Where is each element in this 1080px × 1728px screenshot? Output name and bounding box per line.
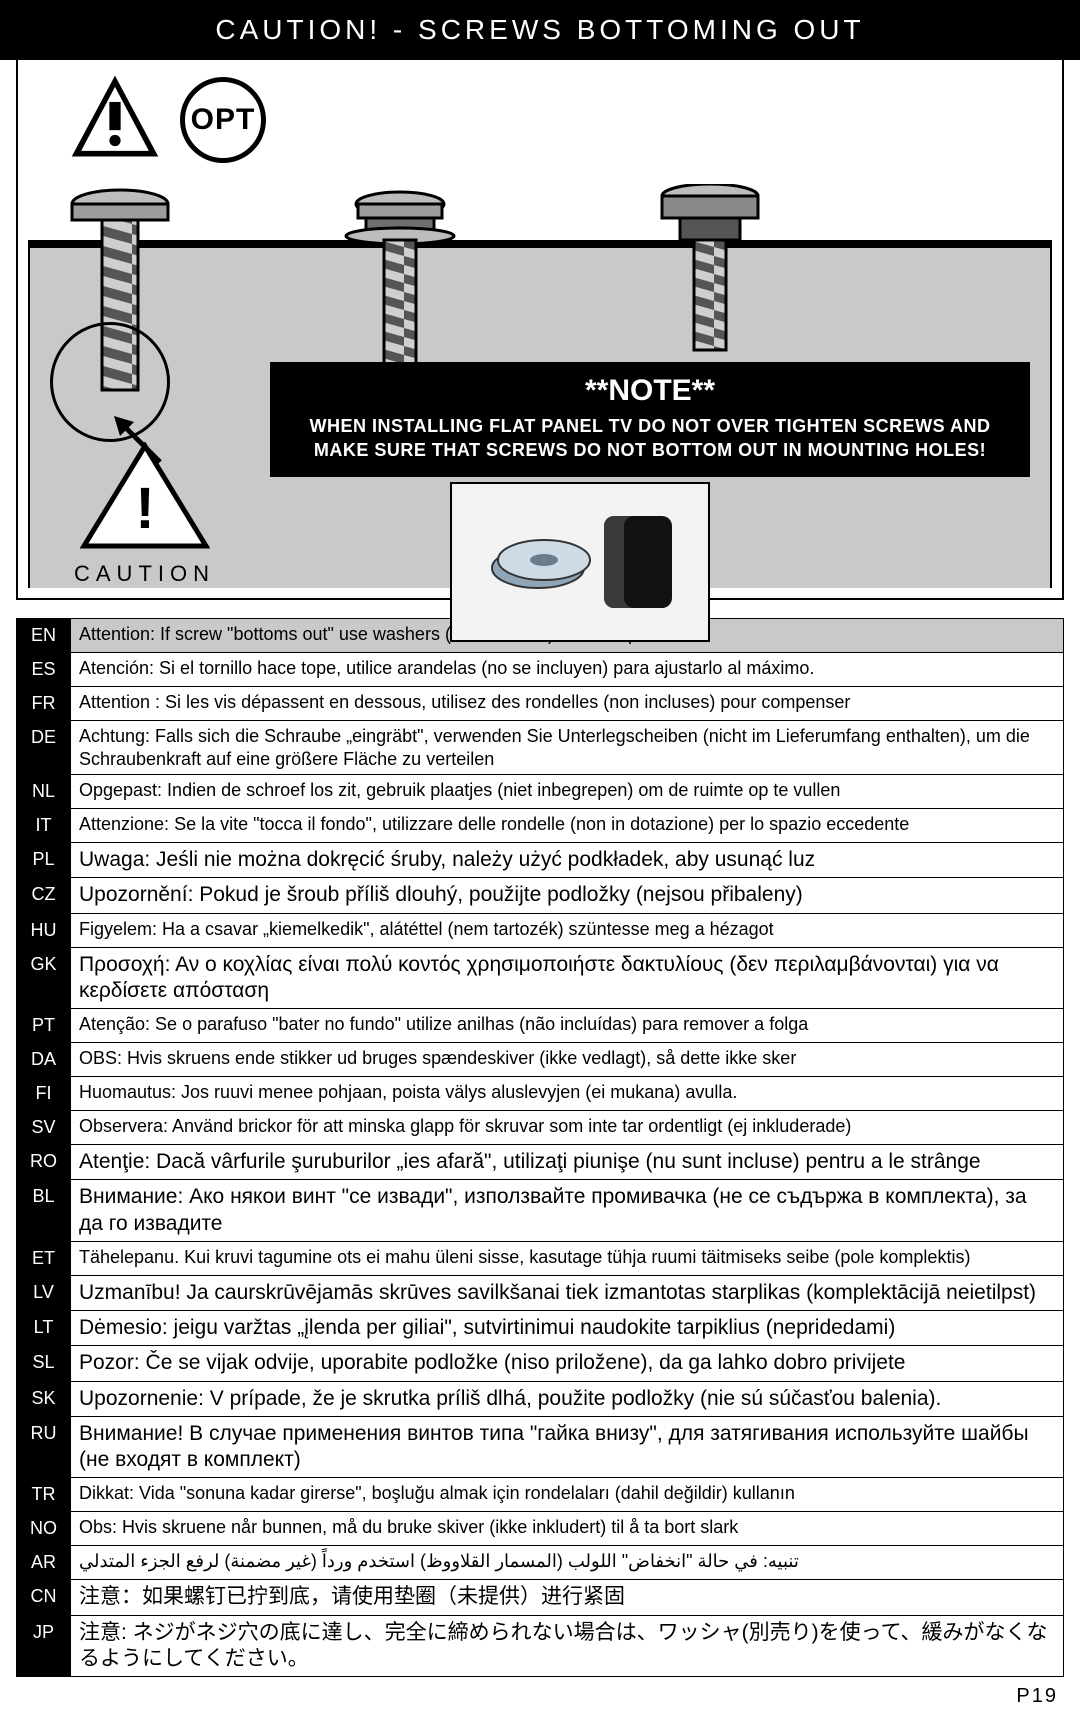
lang-code: LT bbox=[17, 1311, 71, 1346]
lang-text: Upozornenie: V prípade, že je skrutka pr… bbox=[71, 1381, 1064, 1416]
lang-code: ET bbox=[17, 1241, 71, 1275]
lang-text: Attention : Si les vis dépassent en dess… bbox=[71, 687, 1064, 721]
title-bar: CAUTION! - SCREWS BOTTOMING OUT bbox=[0, 0, 1080, 60]
table-row: NOObs: Hvis skruene når bunnen, må du br… bbox=[17, 1512, 1064, 1546]
note-box: **NOTE** WHEN INSTALLING FLAT PANEL TV D… bbox=[270, 362, 1030, 477]
lang-text: تنبيه: في حالة "انخفاض" اللولب (المسمار … bbox=[71, 1546, 1064, 1580]
table-row: HUFigyelem: Ha a csavar „kiemelkedik", a… bbox=[17, 913, 1064, 947]
top-icons: OPT bbox=[68, 70, 266, 169]
lang-code: AR bbox=[17, 1546, 71, 1580]
lang-code: CZ bbox=[17, 878, 71, 913]
lang-code: BL bbox=[17, 1180, 71, 1242]
caution-label: CAUTION bbox=[74, 561, 215, 587]
mounting-plate: ! CAUTION **NOTE** WHEN INSTALLING FLAT … bbox=[28, 240, 1052, 588]
spacer-icon bbox=[604, 516, 672, 608]
lang-code: RU bbox=[17, 1416, 71, 1478]
caution-triangle-icon: ! bbox=[80, 442, 210, 552]
table-row: ETTähelepanu. Kui kruvi tagumine ots ei … bbox=[17, 1241, 1064, 1275]
lang-code: PT bbox=[17, 1009, 71, 1043]
note-body: WHEN INSTALLING FLAT PANEL TV DO NOT OVE… bbox=[290, 414, 1010, 463]
table-row: LTDėmesio: jeigu varžtas „įlenda per gil… bbox=[17, 1311, 1064, 1346]
page-number: P19 bbox=[0, 1677, 1080, 1708]
table-row: SVObservera: Använd brickor för att mins… bbox=[17, 1111, 1064, 1145]
lang-code: JP bbox=[17, 1615, 71, 1677]
washer-icon bbox=[488, 534, 598, 590]
table-row: FIHuomautus: Jos ruuvi menee pohjaan, po… bbox=[17, 1077, 1064, 1111]
lang-text: Figyelem: Ha a csavar „kiemelkedik", alá… bbox=[71, 913, 1064, 947]
table-row: DAOBS: Hvis skruens ende stikker ud brug… bbox=[17, 1043, 1064, 1077]
lang-code: RO bbox=[17, 1145, 71, 1180]
lang-text: Uzmanību! Ja caurskrūvējamās skrūves sav… bbox=[71, 1275, 1064, 1310]
table-row: JP注意: ネジがネジ穴の底に達し、完全に締められない場合は、ワッシャ(別売り)… bbox=[17, 1615, 1064, 1677]
lang-text: Dikkat: Vida "sonuna kadar girerse", boş… bbox=[71, 1478, 1064, 1512]
washer-spacer-inset bbox=[450, 482, 710, 642]
table-row: SLPozor: Če se vijak odvije, uporabite p… bbox=[17, 1346, 1064, 1381]
lang-text: Attenzione: Se la vite "tocca il fondo",… bbox=[71, 809, 1064, 843]
lang-code: GK bbox=[17, 947, 71, 1009]
lang-text: OBS: Hvis skruens ende stikker ud bruges… bbox=[71, 1043, 1064, 1077]
table-row: ESAtención: Si el tornillo hace tope, ut… bbox=[17, 653, 1064, 687]
lang-code: TR bbox=[17, 1478, 71, 1512]
table-row: PTAtenção: Se o parafuso "bater no fundo… bbox=[17, 1009, 1064, 1043]
svg-text:!: ! bbox=[135, 476, 154, 541]
table-row: CZUpozornění: Pokud je šroub příliš dlou… bbox=[17, 878, 1064, 913]
lang-text: Huomautus: Jos ruuvi menee pohjaan, pois… bbox=[71, 1077, 1064, 1111]
lang-text: Achtung: Falls sich die Schraube „eingrä… bbox=[71, 721, 1064, 775]
table-row: CN注意：如果螺钉已拧到底，请使用垫圈（未提供）进行紧固 bbox=[17, 1580, 1064, 1615]
lang-code: EN bbox=[17, 619, 71, 653]
table-row: ROAtenţie: Dacă vârfurile şuruburilor „i… bbox=[17, 1145, 1064, 1180]
lang-code: SL bbox=[17, 1346, 71, 1381]
table-row: GKΠροσοχή: Αν ο κοχλίας είναι πολύ κοντό… bbox=[17, 947, 1064, 1009]
lang-code: DA bbox=[17, 1043, 71, 1077]
caution-callout: ! CAUTION bbox=[74, 442, 215, 587]
lang-code: HU bbox=[17, 913, 71, 947]
language-table: ENAttention: If screw "bottoms out" use … bbox=[16, 618, 1064, 1677]
page: CAUTION! - SCREWS BOTTOMING OUT OPT bbox=[0, 0, 1080, 1728]
lang-text: 注意: ネジがネジ穴の底に達し、完全に締められない場合は、ワッシャ(別売り)を使… bbox=[71, 1615, 1064, 1677]
opt-badge: OPT bbox=[180, 77, 266, 163]
lang-code: FR bbox=[17, 687, 71, 721]
lang-code: NL bbox=[17, 775, 71, 809]
lang-text: Внимание! В случае применения винтов тип… bbox=[71, 1416, 1064, 1478]
lang-text: 注意：如果螺钉已拧到底，请使用垫圈（未提供）进行紧固 bbox=[71, 1580, 1064, 1615]
lang-code: PL bbox=[17, 843, 71, 878]
lang-text: Obs: Hvis skruene når bunnen, må du bruk… bbox=[71, 1512, 1064, 1546]
warning-triangle-icon bbox=[68, 70, 162, 169]
table-row: TRDikkat: Vida "sonuna kadar girerse", b… bbox=[17, 1478, 1064, 1512]
diagram-area: OPT bbox=[16, 60, 1064, 600]
lang-code: IT bbox=[17, 809, 71, 843]
lang-text: Uwaga: Jeśli nie można dokręcić śruby, n… bbox=[71, 843, 1064, 878]
table-row: DEAchtung: Falls sich die Schraube „eing… bbox=[17, 721, 1064, 775]
lang-code: LV bbox=[17, 1275, 71, 1310]
table-row: NLOpgepast: Indien de schroef los zit, g… bbox=[17, 775, 1064, 809]
lang-text: Upozornění: Pokud je šroub příliš dlouhý… bbox=[71, 878, 1064, 913]
lang-code: SV bbox=[17, 1111, 71, 1145]
table-row: SKUpozornenie: V prípade, že je skrutka … bbox=[17, 1381, 1064, 1416]
lang-code: CN bbox=[17, 1580, 71, 1615]
lang-text: Opgepast: Indien de schroef los zit, geb… bbox=[71, 775, 1064, 809]
lang-code: NO bbox=[17, 1512, 71, 1546]
lang-text: Внимание: Ако някои винт "се извади", из… bbox=[71, 1180, 1064, 1242]
table-row: LVUzmanību! Ja caurskrūvējamās skrūves s… bbox=[17, 1275, 1064, 1310]
lang-code: SK bbox=[17, 1381, 71, 1416]
lang-text: Dėmesio: jeigu varžtas „įlenda per gilia… bbox=[71, 1311, 1064, 1346]
table-row: PLUwaga: Jeśli nie można dokręcić śruby,… bbox=[17, 843, 1064, 878]
table-row: ARتنبيه: في حالة "انخفاض" اللولب (المسما… bbox=[17, 1546, 1064, 1580]
lang-text: Pozor: Če se vijak odvije, uporabite pod… bbox=[71, 1346, 1064, 1381]
table-row: BLВнимание: Ако някои винт "се извади", … bbox=[17, 1180, 1064, 1242]
lang-code: FI bbox=[17, 1077, 71, 1111]
lang-text: Προσοχή: Αν ο κοχλίας είναι πολύ κοντός … bbox=[71, 947, 1064, 1009]
lang-text: Tähelepanu. Kui kruvi tagumine ots ei ma… bbox=[71, 1241, 1064, 1275]
lang-text: Atenţie: Dacă vârfurile şuruburilor „ies… bbox=[71, 1145, 1064, 1180]
lang-text: Observera: Använd brickor för att minska… bbox=[71, 1111, 1064, 1145]
lang-code: DE bbox=[17, 721, 71, 775]
lang-text: Atención: Si el tornillo hace tope, util… bbox=[71, 653, 1064, 687]
table-row: ITAttenzione: Se la vite "tocca il fondo… bbox=[17, 809, 1064, 843]
table-row: RUВнимание! В случае применения винтов т… bbox=[17, 1416, 1064, 1478]
note-title: **NOTE** bbox=[290, 374, 1010, 408]
table-row: FRAttention : Si les vis dépassent en de… bbox=[17, 687, 1064, 721]
lang-text: Atenção: Se o parafuso "bater no fundo" … bbox=[71, 1009, 1064, 1043]
lang-code: ES bbox=[17, 653, 71, 687]
